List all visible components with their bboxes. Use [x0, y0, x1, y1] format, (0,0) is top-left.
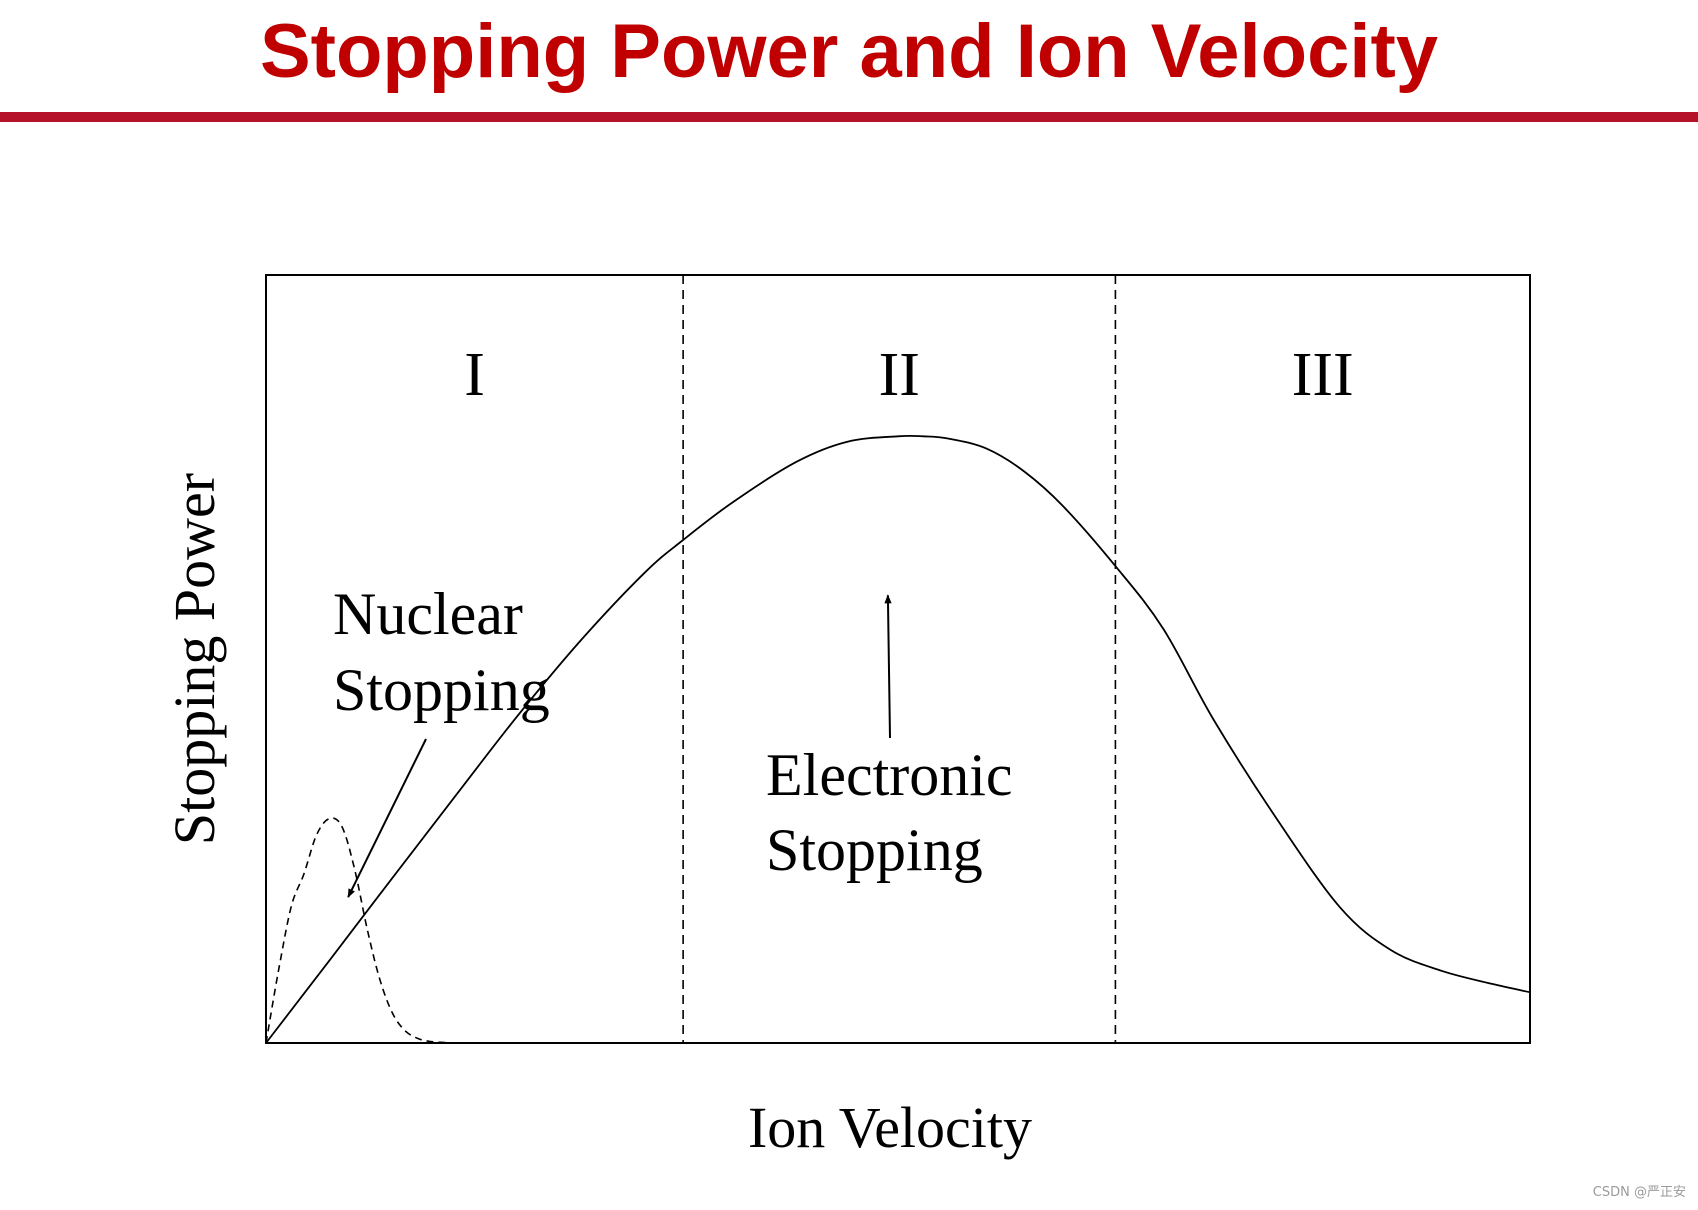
- electronic-stopping-arrow: [884, 594, 892, 739]
- watermark: CSDN @严正安: [1592, 1185, 1686, 1200]
- region-label-ii: II: [879, 341, 920, 409]
- electronic-stopping-curve: [265, 434, 1531, 1044]
- title-rule: [0, 112, 1698, 122]
- region-label-i: I: [464, 341, 485, 409]
- y-axis-label: Stopping Power: [162, 473, 227, 845]
- nuclear-stopping-arrow: [347, 738, 427, 898]
- electronic-stopping-label-line-1: Electronic: [766, 742, 1013, 808]
- nuclear-stopping-label-line-2: Stopping: [333, 657, 550, 723]
- region-label-iii: III: [1292, 341, 1354, 409]
- plot-frame: [265, 274, 1531, 1044]
- electronic-stopping-label-line-2: Stopping: [766, 817, 983, 883]
- x-axis-label: Ion Velocity: [748, 1095, 1032, 1160]
- nuclear-stopping-curve: [265, 817, 481, 1044]
- nuclear-stopping-label-line-1: Nuclear: [333, 581, 523, 647]
- slide-title: Stopping Power and Ion Velocity: [259, 9, 1439, 94]
